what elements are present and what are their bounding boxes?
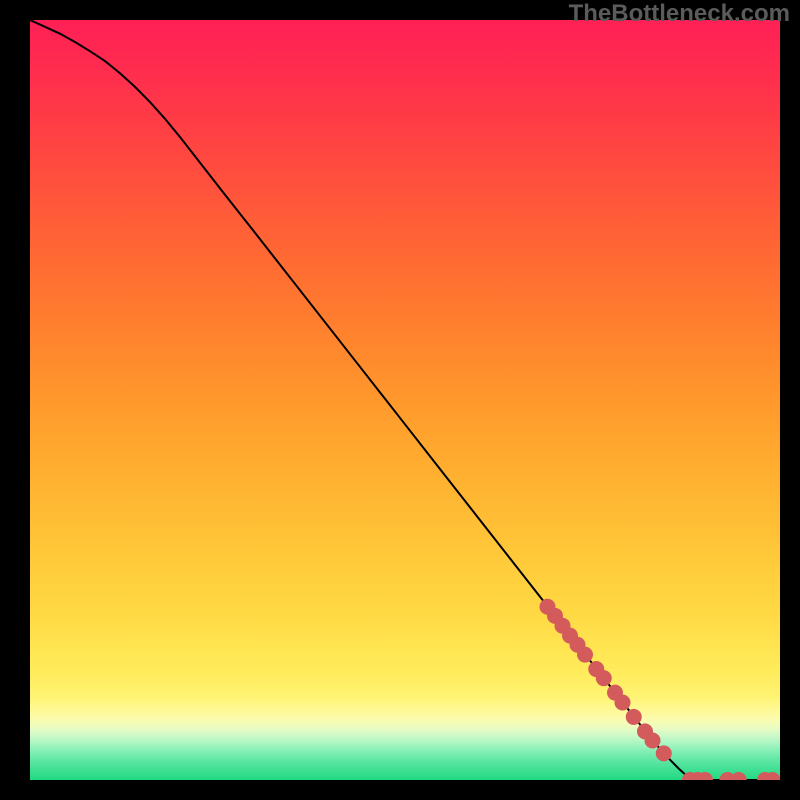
data-marker <box>577 647 593 663</box>
data-marker <box>645 732 661 748</box>
data-marker <box>656 745 672 761</box>
chart-svg <box>30 20 780 780</box>
data-marker <box>626 709 642 725</box>
plot-area <box>30 20 780 780</box>
data-marker <box>596 670 612 686</box>
data-marker <box>615 694 631 710</box>
watermark-text: TheBottleneck.com <box>569 0 790 28</box>
gradient-background <box>30 20 780 780</box>
